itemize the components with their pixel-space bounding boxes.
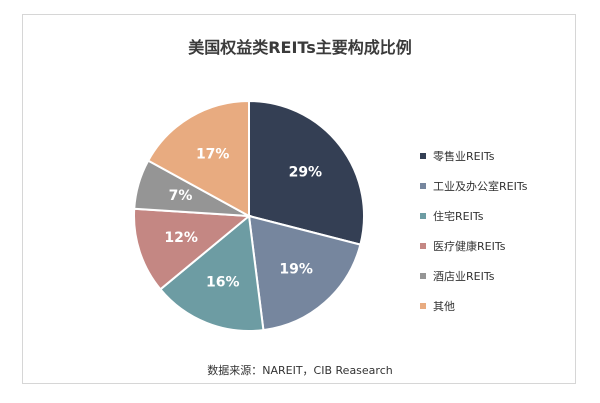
chart-title: 美国权益类REITs主要构成比例 (188, 38, 412, 57)
legend-swatch-2 (420, 213, 426, 219)
legend-label-4: 酒店业REITs (433, 270, 495, 283)
legend-label-0: 零售业REITs (433, 150, 495, 163)
slice-value-label-2: 16% (206, 274, 240, 290)
legend-swatch-0 (420, 153, 426, 159)
slice-value-label-0: 29% (289, 164, 323, 180)
pie-slice-1 (247, 214, 362, 332)
legend-swatch-5 (420, 303, 426, 309)
slice-value-label-4: 7% (169, 188, 193, 204)
slice-value-label-5: 17% (196, 147, 230, 163)
legend-item-2: 住宅REITs (420, 201, 527, 231)
legend-item-0: 零售业REITs (420, 141, 527, 171)
legend-swatch-3 (420, 243, 426, 249)
pie-slice-2 (158, 214, 265, 332)
legend-label-2: 住宅REITs (433, 210, 484, 223)
pie-slice-3 (133, 207, 252, 291)
legend-label-5: 其他 (433, 300, 455, 313)
legend-label-3: 医疗健康REITs (433, 240, 506, 253)
slice-value-label-1: 19% (279, 261, 313, 277)
legend-item-3: 医疗健康REITs (420, 231, 527, 261)
legend-label-1: 工业及办公室REITs (433, 180, 528, 193)
pie-slice-0 (248, 99, 365, 246)
legend-item-1: 工业及办公室REITs (420, 171, 527, 201)
legend-swatch-4 (420, 273, 426, 279)
legend: 零售业REITs 工业及办公室REITs 住宅REITs 医疗健康REITs 酒店业RE… (420, 141, 527, 321)
legend-item-5: 其他 (420, 291, 527, 321)
legend-item-4: 酒店业REITs (420, 261, 527, 291)
pie-slice-5 (146, 99, 250, 218)
source-note: 数据来源：NAREIT，CIB Reasearch (207, 364, 393, 377)
legend-swatch-1 (420, 183, 426, 189)
slice-value-label-3: 12% (164, 230, 198, 246)
